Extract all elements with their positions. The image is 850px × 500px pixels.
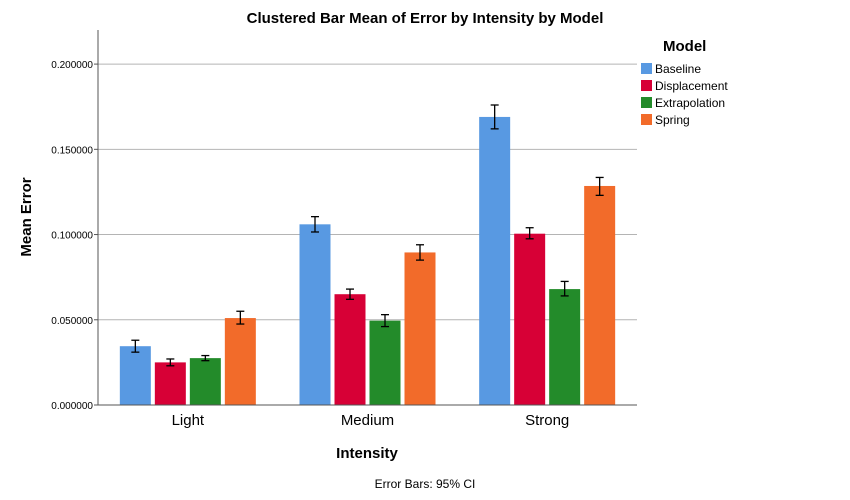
legend: Model Baseline Displacement Extrapolation S…	[641, 38, 728, 127]
error-bar-baseline-light	[131, 339, 140, 353]
legend-swatch-spring	[641, 114, 652, 125]
x-axis-title: Intensity	[336, 445, 398, 462]
axes	[97, 30, 637, 406]
chart-title: Clustered Bar Mean of Error by Intensity…	[247, 10, 604, 27]
bars	[119, 116, 616, 405]
error-bar-baseline-strong	[490, 104, 499, 130]
y-tick-label: 0.050000	[51, 316, 93, 327]
error-bar-spring-medium	[416, 244, 424, 261]
error-bar-displacement-strong	[525, 227, 534, 240]
legend-label-baseline: Baseline	[655, 62, 701, 76]
bar-extrapolation-medium	[369, 320, 401, 405]
bar-extrapolation-light	[189, 358, 221, 405]
bar-baseline-light	[119, 346, 151, 405]
x-tick-label: Medium	[341, 412, 394, 429]
error-bar-extrapolation-light	[201, 354, 210, 362]
bar-extrapolation-strong	[549, 289, 581, 405]
y-tick-label: 0.000000	[51, 401, 93, 412]
bar-spring-medium	[404, 252, 436, 405]
error-bar-extrapolation-strong	[560, 280, 569, 297]
y-axis-title: Mean Error	[18, 177, 35, 256]
legend-swatch-extrapolation	[641, 97, 652, 108]
bar-spring-light	[224, 318, 256, 405]
legend-label-displacement: Displacement	[655, 79, 728, 93]
error-bar-baseline-medium	[311, 215, 319, 233]
bar-baseline-medium	[299, 224, 331, 405]
x-tick-label: Light	[172, 412, 205, 429]
y-tick-labels: 0.000000 0.050000 0.100000 0.150000 0.200000	[51, 60, 93, 412]
error-bars-footnote: Error Bars: 95% CI	[375, 477, 476, 491]
x-tick-label: Strong	[525, 412, 569, 429]
bar-displacement-medium	[334, 294, 366, 405]
legend-label-extrapolation: Extrapolation	[655, 96, 725, 110]
bar-spring-strong	[584, 185, 616, 405]
error-bar-displacement-medium	[346, 288, 354, 300]
y-tick-label: 0.100000	[51, 231, 93, 242]
bar-baseline-strong	[479, 116, 511, 405]
error-bar-spring-light	[236, 310, 245, 325]
legend-label-spring: Spring	[655, 113, 690, 127]
error-bar-displacement-light	[166, 358, 175, 367]
error-bar-extrapolation-medium	[381, 314, 389, 328]
error-bars	[131, 104, 604, 367]
x-tick-labels: Light Medium Strong	[172, 412, 570, 429]
legend-swatch-baseline	[641, 63, 652, 74]
y-tick-label: 0.150000	[51, 145, 93, 156]
bar-displacement-light	[154, 362, 186, 405]
y-tick-label: 0.200000	[51, 60, 93, 71]
bar-displacement-strong	[514, 233, 546, 405]
error-bar-spring-strong	[595, 176, 604, 196]
legend-title: Model	[663, 38, 706, 55]
grid-lines	[94, 63, 637, 406]
legend-swatch-displacement	[641, 80, 652, 91]
